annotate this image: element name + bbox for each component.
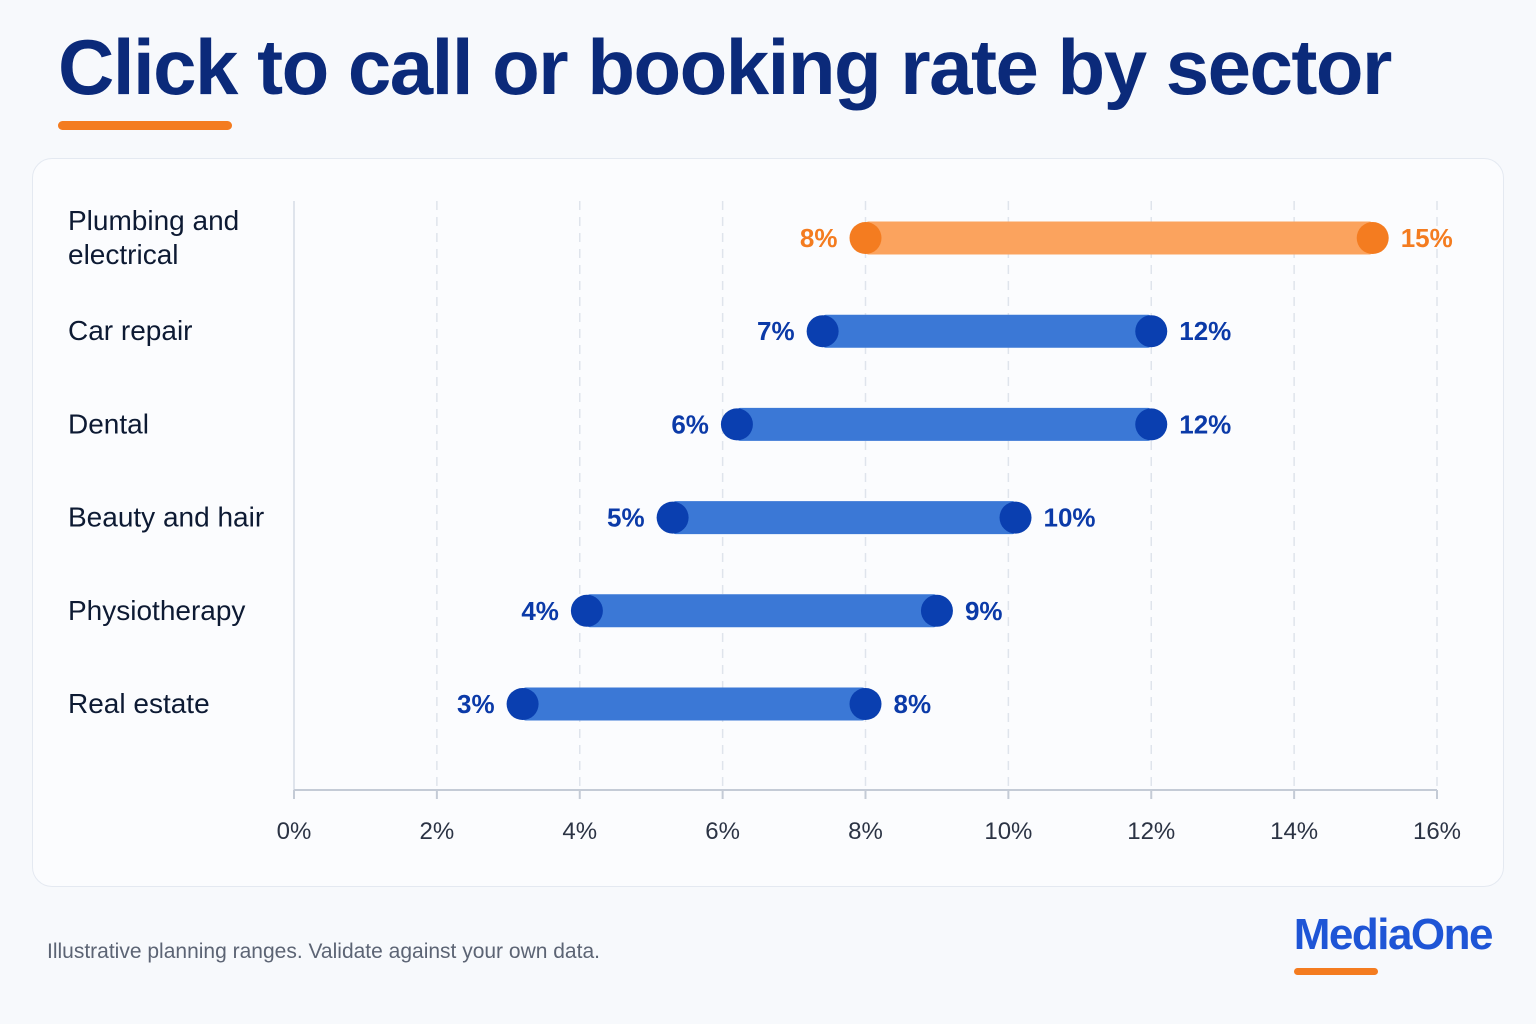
range-bar bbox=[736, 407, 1152, 441]
range-high-label: 8% bbox=[894, 689, 932, 719]
range-start-dot bbox=[506, 688, 539, 720]
range-high-label: 9% bbox=[965, 596, 1003, 626]
x-tick-label: 16% bbox=[1413, 818, 1461, 845]
range-low-label: 3% bbox=[457, 689, 495, 719]
range-chart: 0% 2% 4% 6% 8% 10% 12% 14% 16% Plumbing andelectr… bbox=[68, 201, 1461, 845]
brand-logo: MediaOne bbox=[1293, 910, 1494, 959]
x-tick-label: 4% bbox=[562, 818, 597, 845]
range-bar bbox=[522, 687, 866, 721]
page-title: Click to call or booking rate by sector bbox=[58, 23, 1392, 111]
x-tick-label: 6% bbox=[705, 818, 740, 845]
range-bar bbox=[586, 594, 937, 628]
range-high-label: 10% bbox=[1044, 503, 1096, 533]
chart-card: 0% 2% 4% 6% 8% 10% 12% 14% 16% Plumbing and electr… bbox=[32, 158, 1504, 887]
range-end-dot bbox=[1135, 408, 1168, 441]
range-bar bbox=[822, 314, 1152, 348]
x-tick-label: 2% bbox=[420, 818, 455, 845]
brand-underline bbox=[1294, 968, 1378, 975]
title-underline bbox=[58, 121, 232, 130]
range-high-label: 12% bbox=[1179, 409, 1231, 439]
range-start-dot bbox=[570, 594, 603, 627]
category-label: Real estate bbox=[68, 688, 210, 719]
category-label: Car repair bbox=[68, 315, 192, 346]
category-label: Plumbing and bbox=[68, 205, 239, 236]
x-tick-label: 12% bbox=[1127, 818, 1175, 845]
range-bar bbox=[865, 221, 1373, 255]
range-low-label: 6% bbox=[671, 409, 709, 439]
footnote: Illustrative planning ranges. Validate a… bbox=[47, 940, 600, 963]
range-bar bbox=[672, 501, 1016, 535]
range-start-dot bbox=[720, 408, 753, 441]
range-low-label: 8% bbox=[800, 223, 838, 253]
range-end-dot bbox=[1135, 315, 1168, 348]
range-high-label: 15% bbox=[1401, 223, 1453, 253]
category-label: electrical bbox=[68, 239, 178, 270]
range-end-dot bbox=[849, 688, 882, 720]
range-end-dot bbox=[1356, 222, 1389, 254]
range-low-label: 4% bbox=[521, 596, 559, 626]
range-low-label: 5% bbox=[607, 503, 645, 533]
x-tick-label: 14% bbox=[1270, 818, 1318, 845]
category-label: Dental bbox=[68, 408, 149, 439]
x-tick-label: 10% bbox=[984, 818, 1032, 845]
x-tick-label: 0% bbox=[277, 818, 312, 845]
range-high-label: 12% bbox=[1179, 316, 1231, 346]
range-start-dot bbox=[656, 501, 689, 534]
category-label: Physiotherapy bbox=[68, 595, 245, 626]
x-tick-label: 8% bbox=[848, 818, 883, 845]
range-start-dot bbox=[806, 315, 839, 348]
range-end-dot bbox=[920, 594, 953, 627]
range-end-dot bbox=[999, 501, 1032, 534]
category-label: Beauty and hair bbox=[68, 502, 264, 533]
range-start-dot bbox=[849, 222, 882, 254]
range-low-label: 7% bbox=[757, 316, 795, 346]
